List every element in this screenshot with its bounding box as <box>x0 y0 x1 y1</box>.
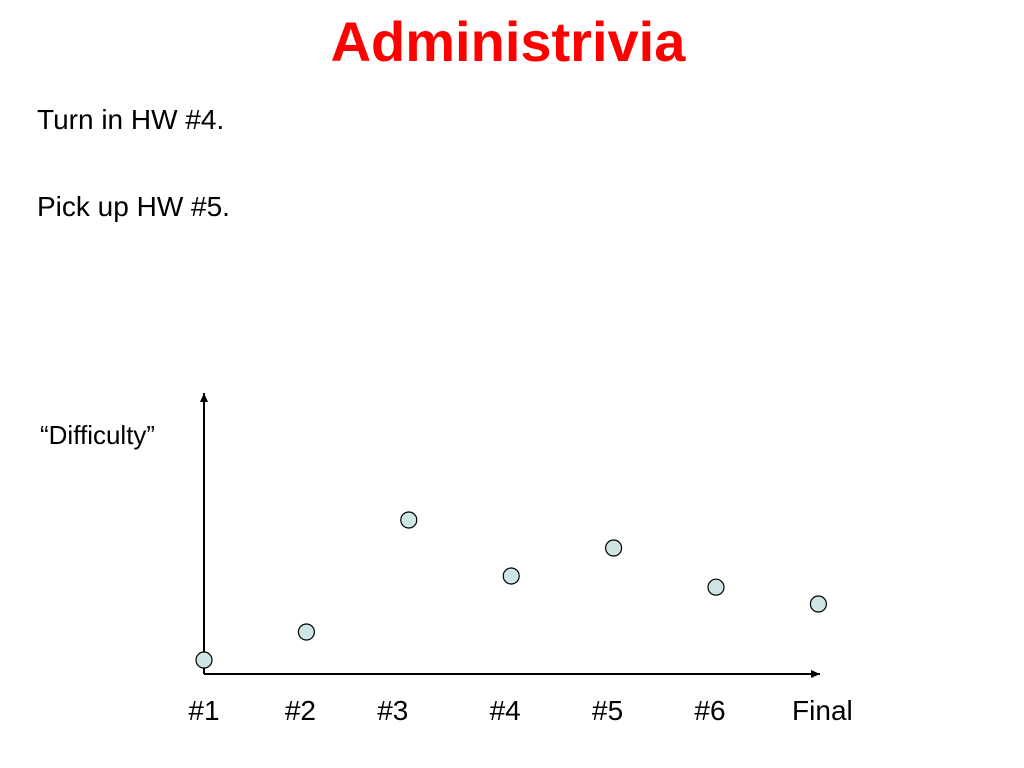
slide-title: Administrivia <box>330 10 686 73</box>
x-tick-label: #6 <box>694 695 725 726</box>
data-point-4 <box>502 567 520 585</box>
x-tick-label: Final <box>792 695 853 726</box>
x-tick-label: #4 <box>490 695 521 726</box>
data-point-6 <box>707 578 725 596</box>
x-tick-label: #5 <box>592 695 623 726</box>
data-point-5 <box>604 539 623 557</box>
x-tick-label: #1 <box>188 695 219 726</box>
data-point-7 <box>809 595 828 613</box>
x-tick-label: #3 <box>377 695 408 726</box>
body-line-turn-in: Turn in HW #4. <box>37 104 225 135</box>
body-line-pick-up: Pick up HW #5. <box>37 191 230 222</box>
data-point-3 <box>400 511 418 529</box>
data-point-2 <box>297 623 315 641</box>
x-tick-label: #2 <box>285 695 316 726</box>
y-axis-label: “Difficulty” <box>40 420 156 450</box>
data-point-1 <box>195 651 213 669</box>
